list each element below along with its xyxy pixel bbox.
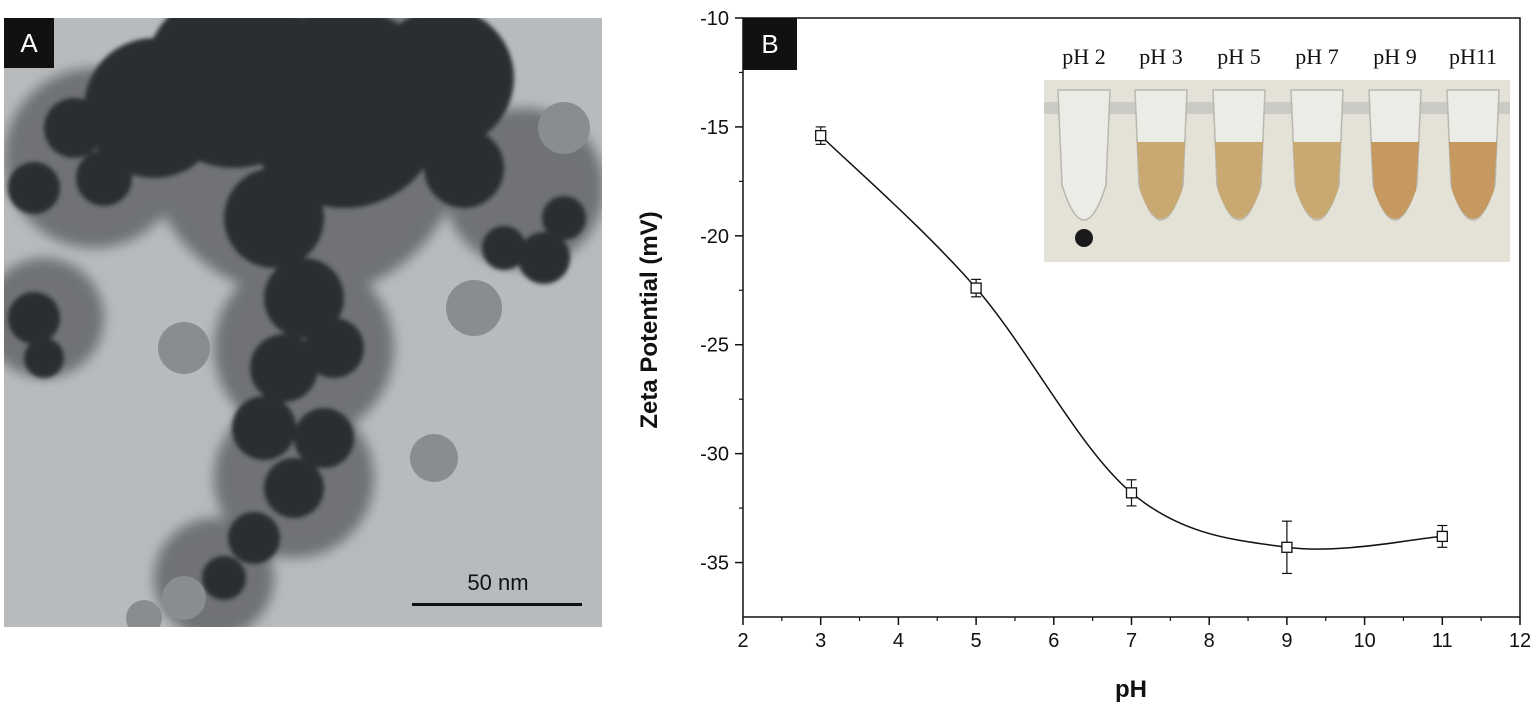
tube: [1057, 89, 1111, 221]
x-tick-label: 4: [893, 630, 904, 652]
fit-curve: [820, 135, 1443, 550]
y-tick-label: -35: [700, 553, 729, 575]
tube-liquid: [1293, 142, 1341, 219]
x-tick-label: 5: [971, 630, 982, 652]
tube-label: pH11: [1448, 44, 1498, 69]
y-axis-label: Zeta Potential (mV): [636, 211, 663, 428]
y-tick-label: -10: [700, 8, 729, 30]
x-tick-label: 7: [1126, 630, 1137, 652]
data-points: [815, 126, 1448, 575]
scale-bar: [412, 603, 582, 606]
data-point: [970, 282, 982, 294]
y-tick-label: -25: [700, 335, 729, 357]
x-tick-label: 6: [1048, 630, 1059, 652]
y-tick-label: -30: [700, 444, 729, 466]
tube-liquid: [1371, 142, 1419, 219]
tube-label: pH 2: [1062, 44, 1106, 69]
x-tick-label: 9: [1281, 630, 1292, 652]
tube-liquid: [1215, 142, 1263, 219]
tube-sediment: [1075, 229, 1093, 247]
tube-label: pH 7: [1295, 44, 1339, 69]
tube-label: pH 9: [1373, 44, 1417, 69]
x-tick-label: 11: [1432, 630, 1453, 652]
panel-a-label: A: [4, 18, 54, 68]
tube-photo: [1044, 80, 1510, 262]
x-tick-label: 3: [815, 630, 826, 652]
axis-ticks: 2 3 4 5 6 7 8 9 10 11 12 -10 -15 -20 -25 -30 -35: [700, 8, 1531, 652]
scale-bar-label: 50 nm: [467, 570, 529, 595]
tem-micrograph: [4, 18, 602, 627]
x-axis-label: pH: [1115, 676, 1147, 703]
fit-line: [820, 135, 1443, 550]
x-tick-label: 12: [1509, 630, 1531, 652]
panel-b-label: B: [743, 18, 797, 70]
tube-photo-inset: [1044, 80, 1510, 262]
data-point: [1125, 487, 1138, 499]
tube-label: pH 3: [1139, 44, 1183, 69]
y-tick-label: -15: [700, 117, 729, 139]
data-point: [815, 129, 827, 142]
data-point: [1436, 530, 1448, 543]
tube-label: pH 5: [1217, 44, 1261, 69]
x-tick-label: 10: [1353, 630, 1375, 652]
y-tick-label: -20: [700, 226, 729, 248]
data-point: [1281, 541, 1293, 553]
x-tick-label: 8: [1204, 630, 1215, 652]
tube-liquid: [1449, 142, 1497, 219]
tem-image: [4, 18, 602, 627]
tube-liquid: [1137, 142, 1185, 219]
x-tick-label: 2: [737, 630, 748, 652]
